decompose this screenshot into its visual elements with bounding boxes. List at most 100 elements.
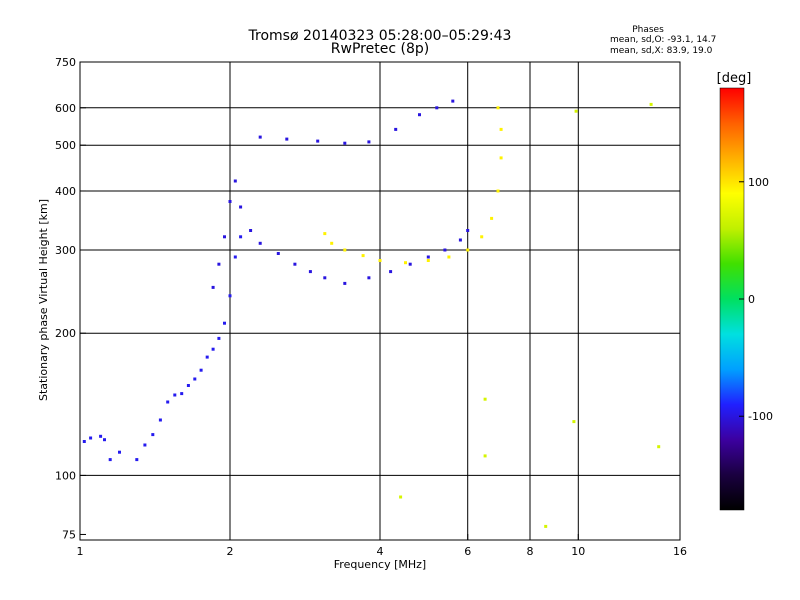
data-point	[205, 355, 209, 359]
data-point	[572, 420, 576, 424]
data-point	[166, 400, 170, 404]
data-point	[657, 445, 661, 449]
data-point	[173, 393, 177, 397]
data-point	[483, 454, 487, 458]
data-point	[394, 127, 398, 131]
data-point	[499, 127, 503, 131]
data-point	[217, 262, 221, 266]
data-point	[258, 241, 262, 245]
data-point	[103, 438, 106, 442]
x-tick-label: 8	[527, 545, 534, 558]
data-point	[239, 235, 243, 239]
data-point	[151, 433, 155, 437]
chart-title: Tromsø 20140323 05:28:00–05:29:43	[248, 28, 512, 44]
data-point	[285, 137, 289, 141]
data-point	[118, 450, 121, 454]
data-point	[426, 255, 430, 259]
data-point	[490, 216, 494, 220]
data-point	[343, 141, 347, 145]
data-point	[108, 458, 112, 462]
data-point	[99, 434, 103, 438]
y-tick-label: 100	[55, 469, 76, 482]
data-point	[435, 106, 439, 110]
data-point	[211, 285, 215, 289]
y-tick-label: 300	[55, 244, 76, 257]
data-point	[361, 254, 365, 258]
plot-area	[79, 61, 681, 541]
x-axis-label: Frequency [MHz]	[334, 558, 426, 571]
data-point	[193, 377, 197, 381]
chart-subtitle: RwPretec (8p)	[331, 41, 429, 57]
colorbar-tick-label: -100	[748, 410, 773, 423]
data-point	[367, 140, 371, 144]
data-point	[447, 255, 451, 259]
data-point	[458, 238, 462, 242]
stats-line-x: mean, sd,X: 83.9, 19.0	[610, 46, 713, 56]
data-point	[466, 229, 470, 232]
data-point	[223, 321, 226, 325]
y-axis-label: Stationary phase Virtual Height [km]	[37, 199, 50, 401]
x-tick-label: 4	[377, 545, 384, 558]
x-tick-label: 16	[673, 545, 687, 558]
stats-line-o: mean, sd,O: -93.1, 14.7	[610, 35, 716, 45]
grid-layer	[80, 62, 680, 540]
colorbar-tick-label: 100	[748, 176, 769, 189]
y-tick-label: 750	[55, 56, 76, 69]
colorbar-label: [deg]	[717, 71, 752, 86]
colorbar-tick-label: 0	[748, 293, 755, 306]
data-point	[367, 276, 371, 280]
data-point	[308, 270, 312, 274]
data-point	[82, 440, 86, 443]
data-point	[143, 443, 147, 447]
data-point	[466, 248, 470, 252]
data-point	[276, 252, 280, 255]
data-point	[180, 392, 184, 396]
data-point	[443, 248, 447, 252]
data-point	[223, 235, 226, 239]
colorbar-ticks: 100 0 -100	[739, 176, 773, 423]
data-point	[233, 179, 237, 183]
data-point	[343, 281, 347, 285]
data-point	[330, 241, 334, 245]
data-point	[649, 102, 653, 106]
x-axis-ticks: 1 2 4 6 8 10 16	[77, 534, 687, 558]
data-point	[496, 106, 500, 110]
data-point	[293, 262, 297, 266]
y-axis-ticks: 75 100 200 300 400 500 600 750	[55, 56, 86, 541]
data-point	[496, 189, 500, 193]
data-point	[316, 139, 320, 143]
data-points	[82, 99, 661, 528]
stats-title: Phases	[632, 25, 664, 35]
data-point	[89, 436, 93, 440]
data-point	[186, 384, 190, 387]
data-point	[211, 347, 215, 351]
data-point	[217, 336, 221, 340]
data-point	[404, 261, 407, 265]
y-tick-label: 600	[55, 102, 76, 115]
data-point	[233, 255, 237, 259]
y-tick-label: 500	[55, 139, 76, 152]
data-point	[228, 200, 232, 203]
data-point	[239, 205, 243, 209]
data-point	[343, 248, 347, 252]
data-point	[418, 113, 421, 117]
x-tick-label: 6	[464, 545, 471, 558]
data-point	[389, 270, 393, 274]
data-point	[499, 156, 503, 160]
data-point	[228, 294, 232, 298]
data-point	[158, 418, 162, 422]
y-tick-label: 400	[55, 185, 76, 198]
data-point	[323, 276, 327, 280]
data-point	[574, 109, 578, 113]
data-point	[408, 262, 412, 266]
data-point	[323, 232, 327, 236]
data-point	[544, 524, 548, 528]
data-point	[483, 397, 487, 401]
x-tick-label: 10	[571, 545, 585, 558]
data-point	[249, 229, 253, 232]
y-tick-label: 200	[55, 327, 76, 340]
data-point	[480, 235, 484, 239]
data-point	[426, 259, 430, 262]
y-tick-label: 75	[62, 528, 76, 541]
